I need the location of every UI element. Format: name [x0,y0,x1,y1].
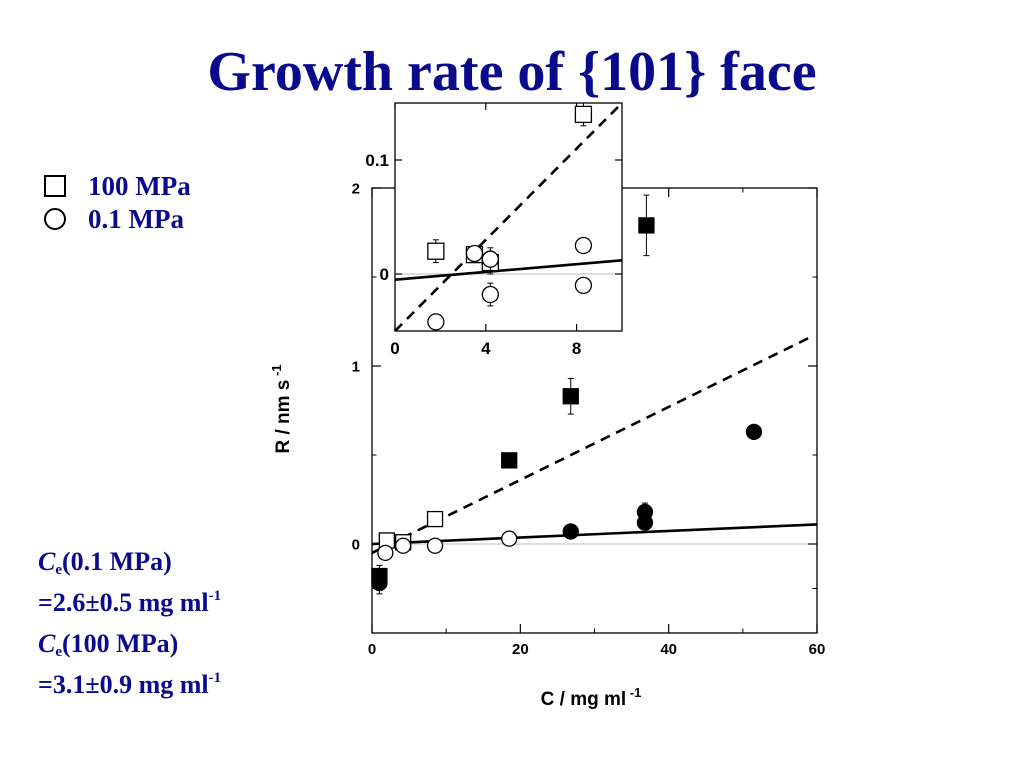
ce-line-4: =3.1±0.9 mg ml-1 [38,670,222,699]
legend-item-100mpa: 100 MPa [44,171,191,201]
main-point-circle-open [377,544,394,562]
main-y-tick-label: 2 [352,180,360,197]
main-point-circle-open [426,537,444,554]
main-point-circle-open [501,530,518,547]
inset-x-tick-label: 4 [481,339,491,358]
ce-line-3: Ce(100 MPa) [38,629,179,660]
ce-line-2: =2.6±0.5 mg ml-1 [38,588,222,617]
inset-point-square-open [574,105,593,124]
main-point-circle-filled [745,423,763,441]
inset-point-circle-open [427,313,445,331]
main-point-circle-filled [636,503,654,521]
main-point-circle-open [394,537,412,554]
inset-point-circle-open [481,285,499,304]
main-y-tick-label: 0 [352,536,360,553]
inset-fit-line-solid [394,259,623,281]
legend-item-01mpa: 0.1 MPa [44,204,184,234]
main-point-circle-filled [562,523,579,540]
main-fit-line-dashed [371,334,814,555]
open-square-icon [44,175,66,197]
main-point-square-filled [638,217,655,234]
equilibrium-concentration-block: Ce(0.1 MPa) =2.6±0.5 mg ml-1 Ce(100 MPa)… [38,541,221,705]
inset-point-circle-open [574,236,593,255]
main-x-tick-label: 0 [368,641,376,658]
main-y-tick-label: 1 [352,358,360,375]
inset-y-tick-label: 0 [380,265,389,284]
main-x-tick-label: 60 [809,641,826,658]
ce-line-1: Ce(0.1 MPa) [38,547,172,578]
main-y-axis-label: R / nm s -1 [269,364,294,453]
inset-point-circle-open [465,244,484,263]
inset-x-tick-label: 0 [390,339,399,358]
open-circle-icon [44,208,66,230]
slide-title: Growth rate of {101} face [207,41,817,103]
inset-x-tick-label: 8 [572,339,581,358]
legend-label-01mpa: 0.1 MPa [88,203,184,234]
inset-point-circle-open [574,276,593,295]
main-point-square-filled [501,452,518,469]
inset-panel: 0 4 8 0 0.1 [365,102,623,358]
main-point-circle-filled [371,575,388,592]
main-point-square-open [426,510,444,528]
inset-point-square-open [427,242,445,260]
main-point-square-filled [562,388,579,405]
main-fit-line-solid [371,523,818,546]
main-x-tick-label: 20 [512,641,529,658]
legend-label-100mpa: 100 MPa [88,170,191,201]
main-x-axis-label: C / mg ml -1 [541,685,642,710]
inset-point-circle-open [481,250,499,268]
inset-fit-line-dashed [394,102,623,332]
main-x-tick-label: 40 [660,641,677,658]
inset-y-tick-label: 0.1 [365,151,389,170]
